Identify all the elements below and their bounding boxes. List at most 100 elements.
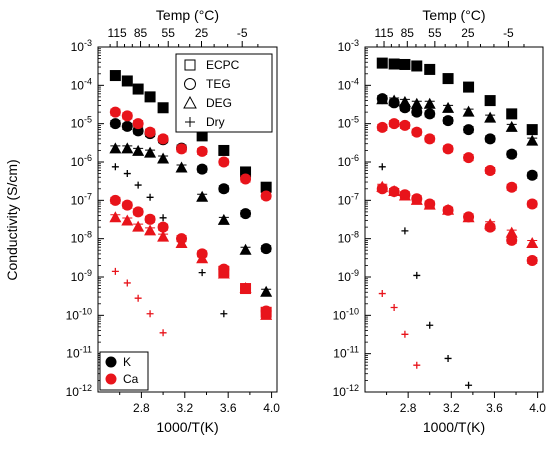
data-point: [424, 133, 436, 145]
y-tick-label: 10-3: [338, 38, 359, 54]
series-ca-circle: [376, 118, 538, 210]
data-point: [121, 142, 134, 154]
data-point: [411, 60, 423, 72]
x-axis-title: 1000/T(K): [156, 419, 218, 435]
left-panel: 10-3 10-4 10-5 10-6 10-7 10-8 10-9 10-10 10-11 10…: [66, 7, 281, 435]
data-point: [426, 321, 434, 329]
data-point: [157, 230, 170, 242]
series-k-triangle: [109, 142, 273, 297]
data-point: [410, 97, 423, 109]
data-point: [240, 173, 252, 185]
data-point: [505, 120, 518, 132]
data-point: [196, 145, 208, 157]
legend-ca-icon: [105, 373, 117, 385]
data-point: [157, 152, 170, 164]
data-point: [123, 170, 131, 178]
data-point: [111, 267, 119, 275]
y-tick-label: 10-10: [66, 306, 92, 322]
data-point: [388, 94, 401, 106]
data-point: [144, 224, 157, 236]
temp-tick-label: 25: [195, 26, 209, 40]
data-point: [465, 381, 473, 389]
data-point: [463, 81, 475, 93]
data-point: [196, 190, 209, 202]
y-tick-label: 10-4: [71, 76, 92, 92]
data-point: [484, 165, 496, 177]
series-ca-circle: [109, 106, 272, 202]
data-point: [260, 181, 272, 193]
data-point: [146, 310, 154, 318]
temp-tick-label: 85: [134, 26, 148, 40]
legend-label: ECPC: [206, 58, 240, 72]
series-ca-plus: [378, 290, 421, 369]
data-point: [388, 58, 400, 70]
x-tick-label: 3.6: [486, 401, 503, 415]
series-k-triangle: [376, 93, 539, 146]
data-point: [388, 118, 400, 130]
data-point: [144, 213, 156, 225]
data-point: [484, 133, 496, 145]
data-point: [146, 193, 154, 201]
data-point: [442, 101, 455, 113]
data-point: [506, 234, 518, 246]
marker-legend-box: [175, 53, 273, 133]
legend-square-icon: [184, 59, 196, 71]
data-point: [442, 204, 454, 216]
data-point: [132, 206, 144, 218]
data-point: [411, 193, 423, 205]
data-point: [109, 211, 122, 223]
temp-axis-title: Temp (°C): [156, 7, 219, 23]
data-point: [505, 226, 518, 238]
plot-frame: [97, 46, 278, 393]
legend-circle-icon: [184, 78, 196, 90]
data-point: [401, 227, 409, 235]
series-ca-triangle: [109, 211, 273, 320]
data-point: [399, 189, 411, 201]
series-k-plus: [111, 163, 228, 318]
data-point: [144, 126, 156, 138]
data-point: [390, 304, 398, 312]
data-point: [218, 144, 230, 156]
data-point: [217, 213, 230, 225]
data-point: [506, 181, 518, 193]
data-point: [240, 208, 252, 220]
legend-plus-icon: [185, 117, 195, 127]
y-tick-label: 10-3: [71, 38, 92, 54]
data-point: [109, 70, 121, 82]
legend-label: Dry: [206, 115, 225, 129]
x-axis-title: 1000/T(K): [423, 419, 485, 435]
data-point: [260, 305, 272, 317]
temp-tick-label: 25: [461, 26, 475, 40]
data-point: [132, 144, 145, 156]
data-point: [239, 243, 252, 255]
data-point: [506, 148, 518, 160]
data-point: [376, 93, 389, 105]
x-tick-label: 2.8: [400, 401, 417, 415]
data-point: [378, 163, 386, 171]
series-ca-plus: [111, 267, 167, 337]
data-point: [109, 106, 121, 118]
data-point: [442, 115, 454, 127]
y-tick-label: 10-7: [71, 191, 92, 207]
data-point: [526, 254, 538, 266]
data-point: [260, 190, 272, 202]
data-point: [123, 279, 131, 287]
y-tick-label: 10-8: [338, 230, 359, 246]
data-point: [526, 124, 538, 136]
data-point: [159, 214, 167, 222]
data-point: [175, 161, 188, 173]
data-point: [196, 163, 208, 175]
y-tick-label: 10-5: [71, 115, 92, 131]
data-point: [144, 91, 156, 103]
data-point: [159, 329, 167, 337]
data-point: [196, 130, 208, 142]
data-point: [484, 111, 497, 123]
data-point: [411, 126, 423, 138]
y-tick-label: 10-12: [333, 383, 359, 399]
data-point: [526, 134, 539, 146]
data-point: [484, 95, 496, 107]
data-point: [134, 181, 142, 189]
data-point: [218, 156, 230, 168]
data-point: [399, 119, 411, 131]
